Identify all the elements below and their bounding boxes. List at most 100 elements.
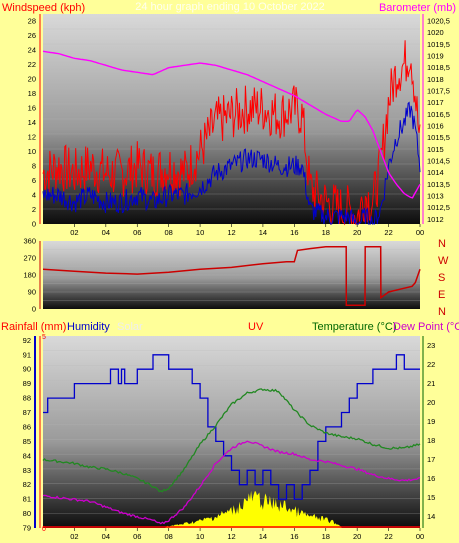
x-tick-label: 00 [416,532,424,541]
temp-plot-area [43,336,420,528]
direction-tick-label: 90 [28,288,36,297]
rainfall-tick-label: 0 [42,526,46,533]
solar-area [165,490,342,528]
x-tick-label: 04 [102,532,110,541]
windspeed-tick-label: 4 [32,191,36,200]
barometer-tick-label: 1017 [427,98,444,107]
temperature-tick-label: 21 [427,379,435,388]
x-tick-label: 14 [259,228,267,237]
barometer-tick-label: 1019,5 [427,40,450,49]
humidity-tick-label: 86 [23,422,31,431]
temp-humidity-panel: 79 80 81 82 83 84 85 86 87 88 89 90 91 92 0 5 14 15 16 17… [23,334,436,541]
x-tick-label: 14 [259,532,267,541]
windspeed-tick-label: 6 [32,176,36,185]
temperature-tick-label: 18 [427,436,435,445]
barometer-line [42,50,421,199]
barometer-tick-label: 1013 [427,192,444,201]
humidity-tick-label: 88 [23,394,31,403]
barometer-axis-title: Barometer (mb) [379,2,456,14]
humidity-axis-title: Humidity [67,321,110,333]
x-tick-label: 20 [353,532,361,541]
barometer-tick-label: 1018,5 [427,63,450,72]
humidity-tick-label: 84 [23,451,31,460]
temperature-tick-label: 22 [427,360,435,369]
uv-legend: UV [248,321,264,333]
temperature-tick-label: 14 [427,512,435,521]
humidity-tick-label: 89 [23,379,31,388]
temperature-line [42,388,421,493]
rainfall-tick-label: 5 [42,334,46,341]
windspeed-tick-label: 28 [28,17,36,26]
barometer-tick-label: 1014 [427,168,444,177]
dewpoint-axis-title: Dew Point (°C) [393,321,459,333]
humidity-tick-label: 80 [23,509,31,518]
rainfall-axis-title: Rainfall (mm) [1,321,66,333]
barometer-tick-label: 1012 [427,215,444,224]
barometer-tick-label: 1015,5 [427,133,450,142]
gust-line [42,40,421,226]
temperature-tick-label: 16 [427,474,435,483]
barometer-tick-label: 1020,5 [427,17,450,26]
x-tick-label: 22 [384,228,392,237]
x-tick-label: 08 [164,532,172,541]
x-tick-label: 10 [196,532,204,541]
x-tick-label: 06 [133,532,141,541]
windspeed-tick-label: 12 [28,133,36,142]
x-tick-label: 12 [227,228,235,237]
x-tick-label: 02 [70,532,78,541]
humidity-tick-label: 81 [23,495,31,504]
barometer-tick-label: 1016 [427,122,444,131]
windspeed-tick-label: 14 [28,118,36,127]
compass-label: W [438,255,449,267]
barometer-tick-label: 1019 [427,52,444,61]
x-tick-label: 16 [290,532,298,541]
x-tick-label: 16 [290,228,298,237]
barometer-tick-label: 1016,5 [427,110,450,119]
humidity-tick-label: 90 [23,365,31,374]
compass-label: E [438,289,445,301]
windspeed-tick-label: 16 [28,104,36,113]
avg-line [42,101,421,225]
compass-label: N [438,238,446,250]
compass-label: S [438,272,445,284]
barometer-tick-label: 1017,5 [427,87,450,96]
windspeed-tick-label: 8 [32,162,36,171]
solar-legend: Solar [117,321,143,333]
windspeed-tick-label: 26 [28,31,36,40]
barometer-tick-label: 1012,5 [427,203,450,212]
humidity-tick-label: 83 [23,466,31,475]
humidity-tick-label: 92 [23,336,31,345]
windspeed-tick-label: 0 [32,220,36,229]
x-tick-label: 18 [322,532,330,541]
humidity-line [43,354,420,500]
compass-label: N [438,306,446,318]
temperature-tick-label: 17 [427,455,435,464]
direction-tick-label: 360 [23,237,36,246]
x-tick-label: 08 [164,228,172,237]
barometer-tick-label: 1018 [427,75,444,84]
graph-title: 24 hour graph ending 10 October 2022 [135,1,325,13]
windspeed-axis-title: Windspeed (kph) [2,2,85,14]
windspeed-tick-label: 10 [28,147,36,156]
windspeed-tick-label: 20 [28,75,36,84]
windspeed-tick-label: 24 [28,46,36,55]
temperature-tick-label: 19 [427,417,435,426]
temperature-tick-label: 15 [427,493,435,502]
direction-tick-label: 270 [23,254,36,263]
x-tick-label: 06 [133,228,141,237]
barometer-tick-label: 1015 [427,145,444,154]
barometer-tick-label: 1013,5 [427,180,450,189]
windspeed-tick-label: 2 [32,205,36,214]
humidity-tick-label: 85 [23,437,31,446]
humidity-tick-label: 82 [23,480,31,489]
wind-direction-line [42,245,421,306]
x-tick-label: 04 [102,228,110,237]
x-tick-label: 20 [353,228,361,237]
windspeed-tick-label: 22 [28,60,36,69]
direction-tick-label: 180 [23,271,36,280]
x-tick-label: 10 [196,228,204,237]
x-tick-label: 02 [70,228,78,237]
temperature-tick-label: 23 [427,341,435,350]
